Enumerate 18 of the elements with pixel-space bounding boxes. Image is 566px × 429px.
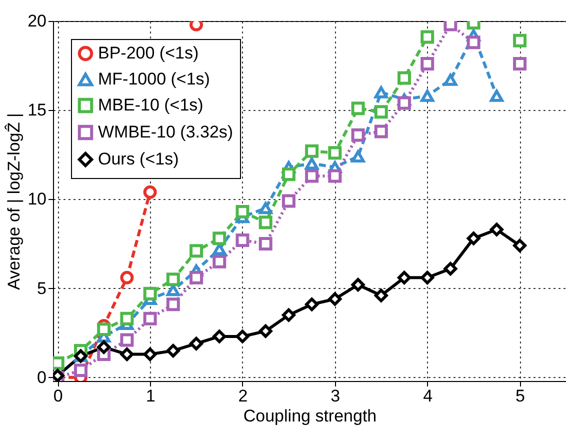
y-tick-label: 20 bbox=[28, 12, 46, 30]
x-tick-label: 4 bbox=[423, 386, 433, 406]
x-tick-label: 2 bbox=[238, 386, 248, 406]
legend-label: MBE-10 (<1s) bbox=[98, 96, 204, 114]
x-axis-title: Coupling strength bbox=[243, 406, 377, 426]
y-axis-title: Average of | logZ-logẐ | bbox=[4, 113, 24, 290]
x-tick-label: 0 bbox=[53, 386, 63, 406]
legend-label: BP-200 (<1s) bbox=[98, 44, 199, 62]
y-tick-label: 0 bbox=[37, 368, 46, 387]
legend-label: WMBE-10 (3.32s) bbox=[98, 122, 234, 142]
y-tick-label: 5 bbox=[37, 278, 46, 298]
x-tick-label: 3 bbox=[330, 386, 340, 406]
legend-label: MF-1000 (<1s) bbox=[98, 70, 210, 88]
x-tick-label: 5 bbox=[516, 386, 526, 406]
legend-label: Ours (<1s) bbox=[98, 150, 179, 168]
y-tick-label: 15 bbox=[28, 100, 46, 120]
y-tick-label: 10 bbox=[28, 190, 46, 209]
x-tick-label: 1 bbox=[146, 386, 156, 406]
